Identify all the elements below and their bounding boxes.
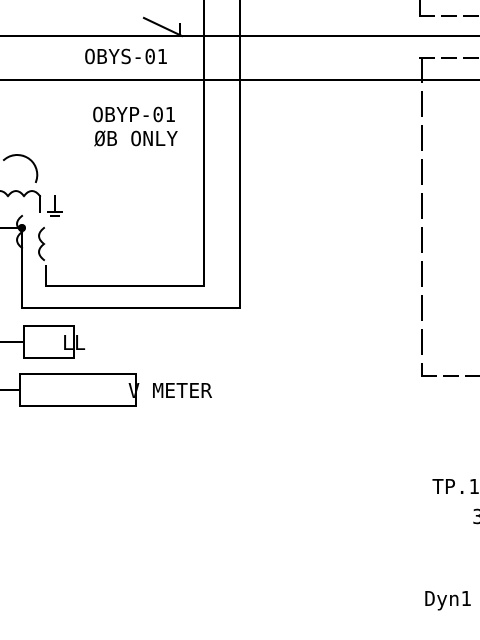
- pt-coil-top-2: [6, 190, 26, 198]
- relay-box-vmeter: [19, 373, 137, 407]
- transformer-tag: TP.1: [432, 475, 480, 499]
- transformer-voltage: 3Ø115-22 KV.: [472, 505, 480, 529]
- pt-note-label: ØB ONLY: [94, 127, 178, 151]
- pt-junction-dot-shadow: [18, 224, 26, 232]
- transformer-vector-group: Dyn1: [424, 587, 472, 611]
- pt-primary-arc: [2, 153, 39, 184]
- pt-coil-top-1: [0, 190, 10, 198]
- switch-tag-label: OBYS-01: [84, 45, 168, 69]
- pt-coil-side-right: [38, 226, 46, 262]
- pt-tag-label: OBYP-01: [92, 103, 176, 127]
- pt-coil-top-3: [22, 190, 42, 198]
- relay-ll-label: LL: [62, 331, 86, 355]
- disconnect-switch-blade: [142, 16, 184, 38]
- relay-vmeter-label: V METER: [128, 379, 213, 403]
